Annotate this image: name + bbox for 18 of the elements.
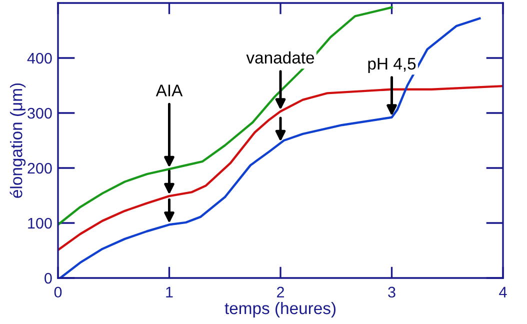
- y-tick-label: 400: [27, 52, 52, 64]
- x-tick-label: 4: [499, 286, 507, 298]
- y-axis-title: élongation (μm): [10, 83, 26, 198]
- annotation: AIA: [156, 84, 183, 96]
- x-tick-label: 0: [54, 286, 62, 298]
- x-tick-label: 2: [277, 286, 284, 298]
- annotation: pH 4,5: [368, 58, 416, 73]
- y-tick-label: 100: [28, 218, 52, 229]
- x-axis-title: temps (heures): [224, 302, 336, 318]
- y-tick-label: 0: [44, 272, 52, 284]
- annotation: vanadate: [246, 51, 314, 64]
- y-tick-label: 200: [28, 162, 52, 174]
- x-tick-label: 3: [388, 286, 396, 298]
- line-series: [58, 6, 393, 226]
- line-series: [58, 84, 503, 252]
- y-tick-label: 300: [28, 108, 52, 119]
- line-series: [59, 17, 481, 278]
- x-tick-label: 1: [166, 286, 173, 298]
